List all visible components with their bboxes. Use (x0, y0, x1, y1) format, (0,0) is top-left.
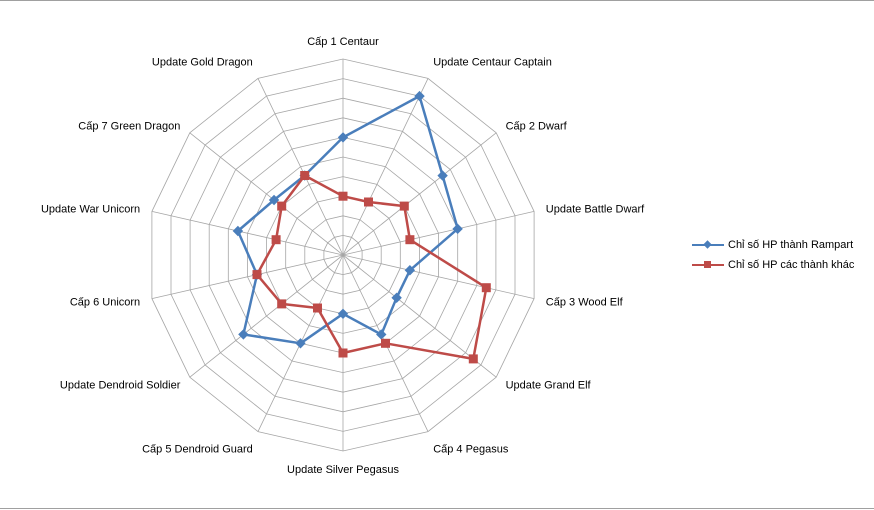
data-point (364, 197, 373, 207)
grid-spoke (342, 78, 429, 256)
grid-spoke (342, 254, 535, 299)
category-label: Update Silver Pegasus (287, 464, 399, 476)
category-labels: Cấp 1 Centaur Update Centaur Captain Cấp 2… (41, 36, 645, 476)
legend-item-series-1: Chỉ số HP thành Rampart (692, 235, 854, 255)
series-1 (232, 90, 463, 349)
category-label: Update Centaur Captain (433, 57, 552, 69)
data-point (271, 235, 281, 245)
radar-grid (151, 58, 535, 452)
data-point (337, 308, 349, 320)
data-point (338, 348, 348, 358)
data-point (232, 225, 244, 237)
data-point (452, 223, 463, 235)
series-2 (252, 171, 491, 364)
data-point (381, 338, 390, 348)
data-point (300, 171, 310, 180)
legend-swatch-series-2 (692, 260, 724, 270)
category-label: Cấp 5 Dendroid Guard (142, 443, 253, 455)
data-point (337, 132, 349, 143)
data-point (399, 201, 409, 211)
data-point (252, 270, 262, 280)
category-label: Cấp 6 Unicorn (70, 296, 140, 308)
category-label: Cấp 4 Pegasus (433, 443, 509, 455)
category-label: Cấp 7 Green Dragon (78, 120, 180, 132)
category-label: Update War Unicorn (41, 204, 140, 216)
data-point (277, 299, 287, 309)
data-point (468, 354, 478, 364)
data-point (481, 283, 491, 293)
grid-spoke (342, 211, 535, 256)
grid-spoke (257, 78, 344, 256)
category-label: Update Grand Elf (506, 380, 592, 392)
data-point (437, 170, 448, 181)
data-point (404, 265, 416, 276)
grid-spoke (189, 132, 344, 256)
grid-spoke (189, 254, 344, 378)
data-point (238, 329, 249, 340)
data-point (414, 90, 425, 102)
data-point (277, 201, 287, 211)
data-point (268, 194, 280, 206)
category-label: Cấp 2 Dwarf (506, 120, 568, 132)
category-label: Update Battle Dwarf (546, 204, 645, 216)
data-point (313, 303, 322, 313)
legend-swatch-series-1 (692, 240, 724, 250)
legend-label-series-2: Chỉ số HP các thành khác (728, 259, 855, 271)
category-label: Update Gold Dragon (152, 57, 253, 69)
legend-item-series-2: Chỉ số HP các thành khác (692, 255, 854, 275)
data-point (295, 338, 306, 349)
data-point (376, 329, 387, 340)
legend-label-series-1: Chỉ số HP thành Rampart (728, 239, 854, 251)
category-label: Update Dendroid Soldier (60, 380, 181, 392)
grid-spoke (151, 254, 344, 299)
grid-spoke (342, 132, 497, 256)
legend: Chỉ số HP thành Rampart Chỉ số HP các th… (692, 235, 854, 275)
grid-spoke (151, 211, 344, 256)
data-point (391, 292, 402, 303)
category-label: Cấp 3 Wood Elf (546, 296, 624, 308)
category-label: Cấp 1 Centaur (307, 36, 379, 48)
data-point (338, 191, 348, 201)
data-point (405, 235, 415, 245)
